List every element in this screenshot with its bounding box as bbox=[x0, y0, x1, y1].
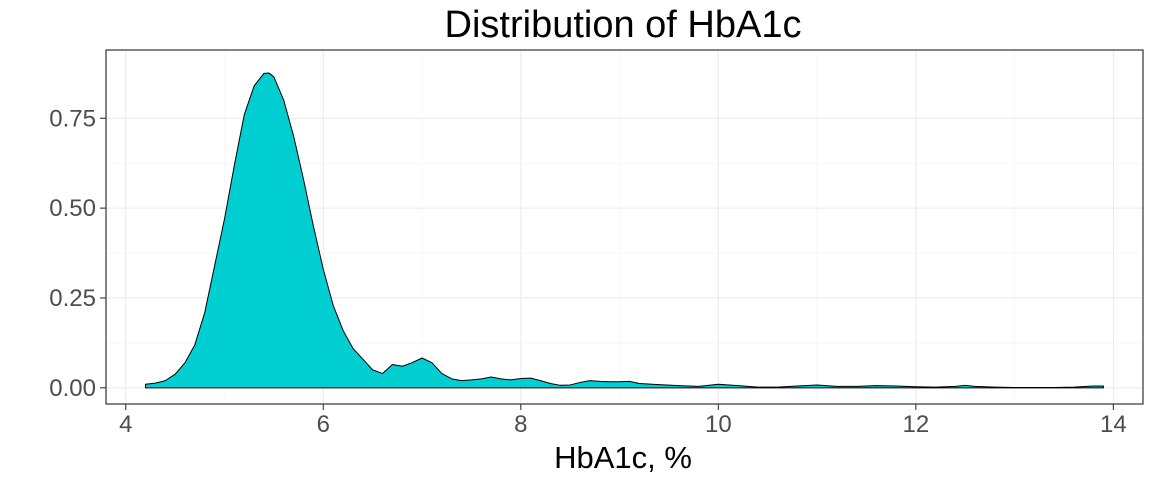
x-tick-label: 6 bbox=[317, 411, 330, 438]
y-tick-label: 0.75 bbox=[49, 105, 96, 132]
y-axis: 0.00 0.25 0.50 0.75 bbox=[49, 105, 106, 402]
x-axis-label: HbA1c, % bbox=[554, 440, 692, 475]
chart-title: Distribution of HbA1c bbox=[445, 4, 802, 46]
y-tick-label: 0.25 bbox=[49, 285, 96, 312]
y-tick-label: 0.00 bbox=[49, 375, 96, 402]
x-tick-label: 10 bbox=[705, 411, 732, 438]
x-tick-label: 4 bbox=[119, 411, 132, 438]
density-area bbox=[145, 72, 1104, 389]
x-tick-label: 14 bbox=[1100, 411, 1127, 438]
x-axis: 4 6 8 10 12 14 bbox=[119, 404, 1127, 438]
x-tick-label: 8 bbox=[514, 411, 527, 438]
x-tick-label: 12 bbox=[902, 411, 929, 438]
plot-panel bbox=[105, 49, 1144, 405]
panel-border bbox=[105, 49, 1144, 405]
y-tick-label: 0.50 bbox=[49, 195, 96, 222]
